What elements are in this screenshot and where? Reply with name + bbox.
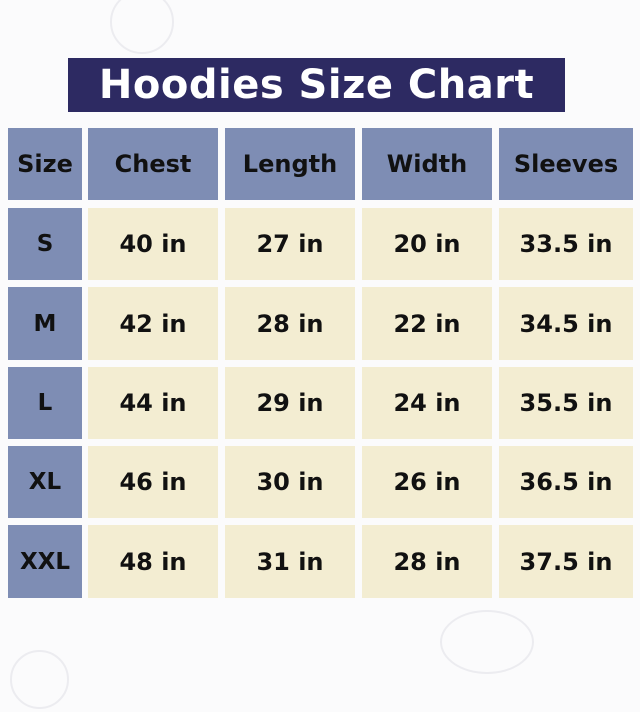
table-cell: 27 in bbox=[225, 208, 355, 280]
column-header-chest: Chest bbox=[88, 128, 218, 200]
table-cell: 33.5 in bbox=[499, 208, 633, 280]
table-cell: 46 in bbox=[88, 446, 218, 518]
table-cell: 44 in bbox=[88, 367, 218, 439]
table-cell: 30 in bbox=[225, 446, 355, 518]
table-cell: 35.5 in bbox=[499, 367, 633, 439]
table-cell: 37.5 in bbox=[499, 525, 633, 598]
column-header-length: Length bbox=[225, 128, 355, 200]
size-label: XXL bbox=[8, 525, 82, 598]
table-cell: 36.5 in bbox=[499, 446, 633, 518]
column-header-sleeves: Sleeves bbox=[499, 128, 633, 200]
table-cell: 42 in bbox=[88, 287, 218, 360]
column-header-size: Size bbox=[8, 128, 82, 200]
column-header-width: Width bbox=[362, 128, 492, 200]
table-cell: 28 in bbox=[225, 287, 355, 360]
table-cell: 26 in bbox=[362, 446, 492, 518]
size-label: S bbox=[8, 208, 82, 280]
yarn-ball-doodle bbox=[10, 650, 69, 709]
size-label: M bbox=[8, 287, 82, 360]
page-title: Hoodies Size Chart bbox=[68, 58, 565, 112]
table-cell: 29 in bbox=[225, 367, 355, 439]
table-cell: 34.5 in bbox=[499, 287, 633, 360]
table-cell: 31 in bbox=[225, 525, 355, 598]
sheep-doodle bbox=[440, 610, 534, 674]
size-label: XL bbox=[8, 446, 82, 518]
table-cell: 22 in bbox=[362, 287, 492, 360]
table-cell: 40 in bbox=[88, 208, 218, 280]
yarn-ball-doodle bbox=[110, 0, 174, 54]
size-label: L bbox=[8, 367, 82, 439]
table-cell: 24 in bbox=[362, 367, 492, 439]
table-cell: 20 in bbox=[362, 208, 492, 280]
table-cell: 48 in bbox=[88, 525, 218, 598]
table-cell: 28 in bbox=[362, 525, 492, 598]
